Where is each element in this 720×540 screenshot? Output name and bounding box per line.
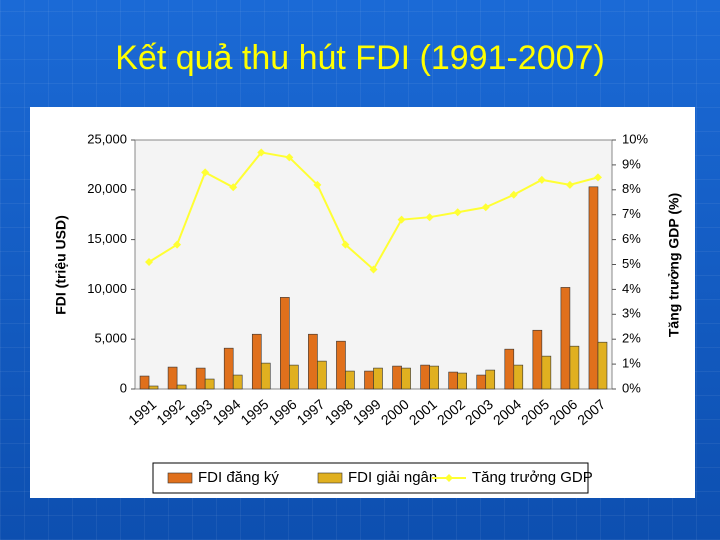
bar <box>345 370 355 390</box>
bar <box>317 360 327 390</box>
y-tick-label: 15,000 <box>87 231 127 246</box>
y-tick-label: 5,000 <box>94 331 127 346</box>
bar <box>588 186 599 390</box>
bar <box>401 367 411 390</box>
marker <box>341 240 350 249</box>
bar <box>260 362 271 390</box>
marker <box>201 168 210 177</box>
legend-swatch <box>317 472 343 484</box>
marker <box>593 173 602 182</box>
marker <box>257 148 266 157</box>
legend-swatch <box>167 472 193 484</box>
y2-tick-label: 7% <box>622 206 641 221</box>
bar <box>541 355 552 390</box>
y2-tick-label: 3% <box>622 306 641 321</box>
y-tick-label: 0 <box>120 380 127 395</box>
y2-tick-label: 6% <box>622 231 641 246</box>
bar <box>364 370 374 390</box>
bar <box>560 287 571 390</box>
y-tick-label: 10,000 <box>87 281 127 296</box>
bar <box>476 374 487 390</box>
y-tick-label: 25,000 <box>87 131 127 146</box>
y-tick-label: 20,000 <box>87 181 127 196</box>
bar <box>373 367 383 390</box>
bar <box>513 364 524 390</box>
bar <box>195 367 206 390</box>
bar <box>204 378 215 390</box>
marker <box>537 175 546 184</box>
bar <box>420 364 430 390</box>
bar <box>280 297 290 390</box>
y2-tick-label: 8% <box>622 181 641 196</box>
y2-tick-label: 4% <box>622 281 641 296</box>
marker <box>369 265 378 274</box>
bar <box>448 371 458 390</box>
legend-label: Tăng trưởng GDP <box>472 469 593 486</box>
bar <box>457 372 467 390</box>
legend-swatch <box>445 474 453 482</box>
marker <box>313 180 322 189</box>
y2-tick-label: 0% <box>622 380 641 395</box>
y2-tick-label: 5% <box>622 256 641 271</box>
bar <box>223 347 234 390</box>
marker <box>145 258 154 267</box>
bar <box>336 340 346 390</box>
marker <box>229 183 238 192</box>
chart-title: Kết quả thu hút FDI (1991-2007) <box>115 39 605 77</box>
marker <box>565 180 574 189</box>
y2-tick-label: 10% <box>622 131 648 146</box>
bar <box>148 385 159 390</box>
bar <box>392 365 402 390</box>
legend <box>152 462 589 494</box>
legend-label: FDI giải ngân <box>348 469 437 486</box>
marker <box>397 215 406 224</box>
bar <box>139 375 150 390</box>
legend-label: FDI đăng ký <box>198 469 279 486</box>
y2-tick-label: 2% <box>622 331 641 346</box>
bar <box>308 333 318 390</box>
bar <box>251 333 262 390</box>
marker <box>285 153 294 162</box>
y2-tick-label: 1% <box>622 356 641 371</box>
bar <box>232 374 243 390</box>
y-axis-label: FDI (triệu USD) <box>53 215 69 315</box>
bar <box>597 341 608 390</box>
marker <box>509 190 518 199</box>
marker <box>173 240 182 249</box>
bar <box>176 384 187 390</box>
bar <box>504 348 515 390</box>
bar <box>429 365 439 390</box>
plot-area <box>134 139 613 390</box>
marker <box>481 203 490 212</box>
bar <box>485 369 496 390</box>
marker <box>425 213 434 222</box>
bar <box>289 364 299 390</box>
y2-tick-label: 9% <box>622 156 641 171</box>
marker <box>453 208 462 217</box>
bar <box>167 366 178 390</box>
y2-axis-label: Tăng trưởng GDP (%) <box>666 193 682 337</box>
bar <box>532 329 543 390</box>
bar <box>569 345 580 390</box>
